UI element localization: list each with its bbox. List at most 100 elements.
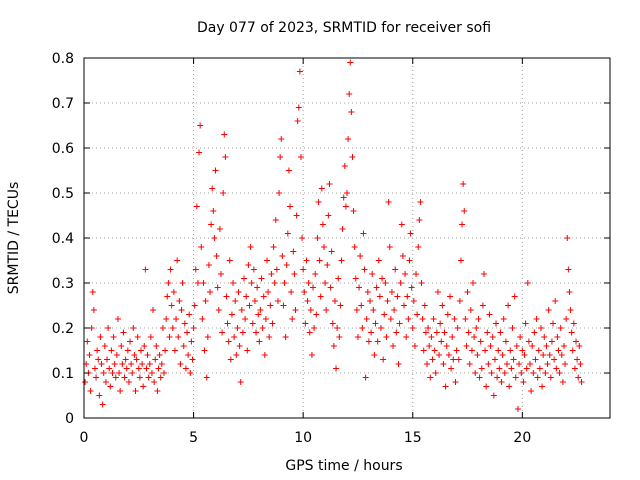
data-point bbox=[450, 356, 457, 363]
data-point bbox=[462, 316, 469, 322]
data-point bbox=[358, 302, 365, 309]
data-point bbox=[568, 329, 575, 336]
y-tick-label: 0.7 bbox=[52, 96, 74, 112]
data-point bbox=[460, 181, 467, 187]
data-point bbox=[447, 293, 454, 300]
data-point bbox=[340, 194, 347, 201]
data-point bbox=[567, 307, 574, 313]
data-point bbox=[577, 361, 584, 367]
data-point bbox=[271, 280, 278, 286]
data-point bbox=[522, 320, 529, 327]
y-tick-label: 0.5 bbox=[52, 186, 74, 202]
data-point bbox=[422, 329, 429, 336]
data-point bbox=[225, 338, 232, 345]
data-point bbox=[104, 356, 111, 363]
y-tick-label: 0.2 bbox=[52, 321, 74, 337]
data-point bbox=[117, 388, 124, 394]
data-point bbox=[272, 217, 279, 223]
data-point bbox=[439, 302, 446, 309]
data-point bbox=[331, 298, 338, 304]
data-point bbox=[499, 352, 506, 358]
data-point bbox=[352, 275, 359, 282]
data-point bbox=[521, 352, 528, 358]
data-point bbox=[420, 347, 427, 354]
data-point bbox=[359, 325, 366, 331]
data-point bbox=[390, 343, 397, 349]
data-point bbox=[303, 257, 310, 264]
data-point bbox=[534, 374, 541, 381]
data-point bbox=[116, 370, 123, 376]
data-point bbox=[179, 280, 186, 286]
data-point bbox=[573, 338, 580, 345]
data-point bbox=[266, 334, 273, 340]
data-point bbox=[381, 311, 388, 318]
data-point bbox=[135, 365, 142, 372]
data-point bbox=[240, 275, 247, 282]
data-point bbox=[139, 361, 146, 367]
data-point bbox=[299, 235, 306, 241]
data-point bbox=[261, 352, 268, 358]
data-point bbox=[288, 289, 295, 295]
data-point bbox=[165, 280, 172, 286]
data-point bbox=[308, 352, 315, 358]
data-point bbox=[542, 370, 549, 376]
data-point bbox=[248, 280, 255, 286]
data-point bbox=[270, 244, 277, 250]
data-point bbox=[318, 185, 325, 192]
data-point bbox=[524, 280, 531, 286]
data-point bbox=[361, 266, 368, 273]
data-point bbox=[109, 370, 116, 376]
data-point bbox=[325, 212, 332, 219]
data-point bbox=[113, 352, 120, 358]
data-point bbox=[254, 284, 261, 291]
data-point bbox=[400, 302, 407, 309]
data-point bbox=[253, 329, 260, 336]
data-point bbox=[199, 316, 206, 322]
data-point bbox=[167, 266, 174, 273]
data-point bbox=[487, 343, 494, 349]
data-point bbox=[425, 325, 432, 331]
data-point bbox=[250, 266, 257, 273]
data-point bbox=[345, 136, 352, 142]
data-point bbox=[427, 374, 434, 381]
data-point bbox=[108, 347, 115, 354]
data-point bbox=[304, 298, 311, 304]
data-point bbox=[565, 266, 572, 273]
data-point bbox=[508, 365, 515, 372]
data-point bbox=[224, 320, 231, 327]
data-point bbox=[463, 343, 470, 349]
data-point bbox=[507, 347, 514, 354]
data-point bbox=[344, 190, 350, 196]
data-point bbox=[452, 379, 459, 385]
data-point bbox=[465, 329, 472, 336]
data-point bbox=[291, 271, 298, 277]
data-point bbox=[207, 289, 214, 295]
data-point bbox=[371, 352, 378, 358]
data-point bbox=[111, 361, 118, 367]
data-point bbox=[310, 284, 317, 291]
data-point bbox=[351, 244, 358, 250]
data-point bbox=[353, 307, 360, 313]
data-point bbox=[553, 365, 560, 372]
data-point bbox=[292, 307, 299, 313]
data-point bbox=[231, 334, 238, 340]
data-point bbox=[423, 361, 430, 367]
data-point bbox=[405, 316, 412, 322]
data-point bbox=[540, 352, 547, 358]
data-point bbox=[367, 298, 374, 304]
data-point bbox=[341, 163, 348, 169]
data-point bbox=[121, 374, 128, 381]
data-point bbox=[136, 374, 143, 381]
data-point bbox=[233, 352, 240, 358]
data-point bbox=[124, 347, 131, 354]
data-point bbox=[246, 302, 253, 309]
data-point bbox=[97, 334, 104, 340]
data-point bbox=[347, 59, 354, 66]
data-point bbox=[569, 347, 576, 354]
data-point bbox=[407, 230, 414, 237]
data-point bbox=[395, 361, 402, 367]
data-point bbox=[144, 352, 151, 358]
data-point bbox=[186, 311, 193, 318]
data-point bbox=[214, 284, 221, 291]
